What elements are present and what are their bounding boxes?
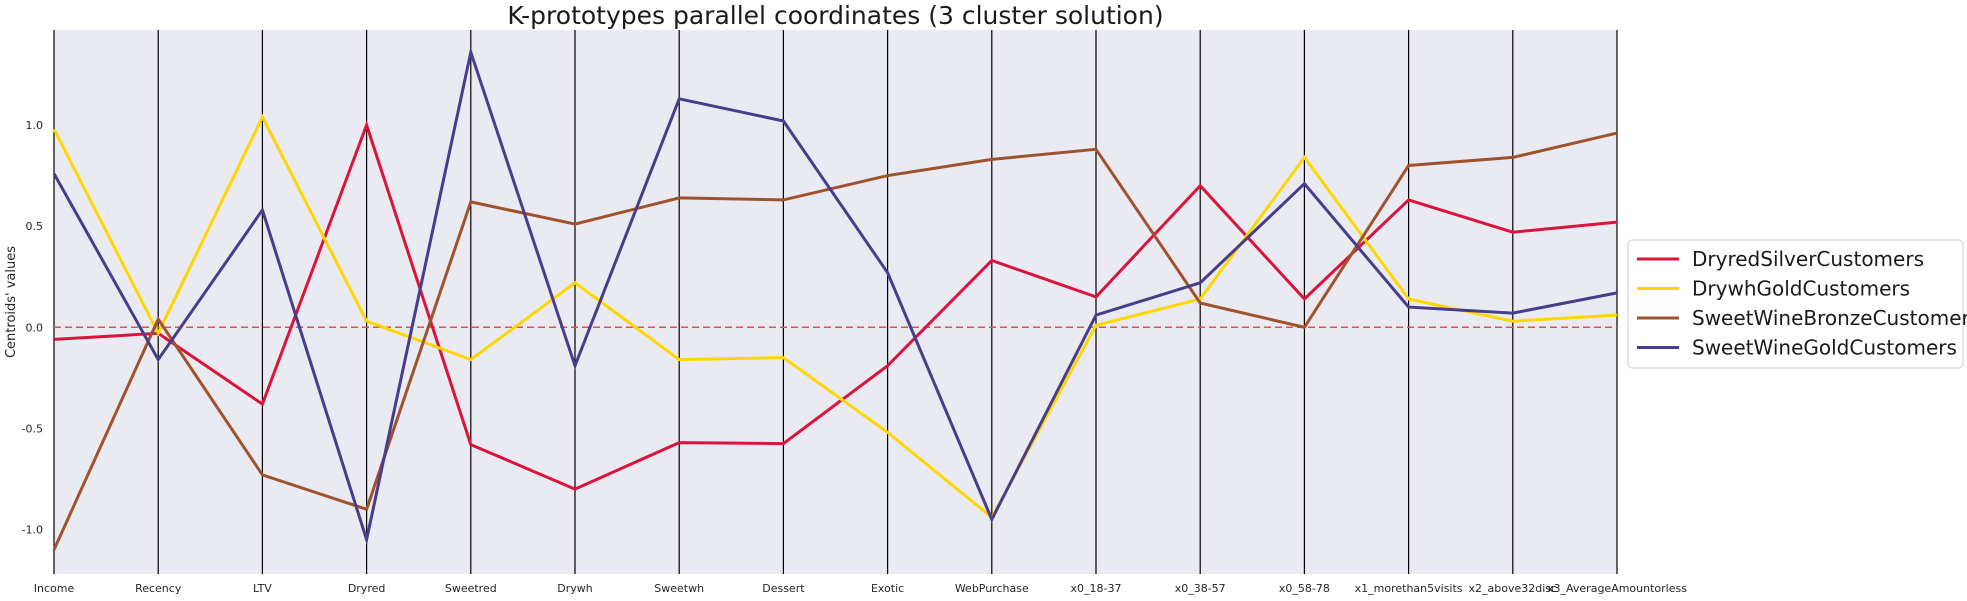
x-tick-label: x2_above32disc (1469, 582, 1558, 595)
x-tick-label: x1_morethan5visits (1355, 582, 1463, 595)
x-tick-label: Dessert (762, 582, 805, 595)
x-tick-label: Income (34, 582, 75, 595)
legend-label: DrywhGoldCustomers (1692, 277, 1910, 301)
x-tick-label: x0_38-57 (1175, 582, 1226, 595)
legend-label: DryredSilverCustomers (1692, 247, 1924, 271)
y-axis-label: Centroids' values (4, 246, 19, 358)
series-line-3 (52, 46, 1618, 546)
y-tick-label: -1.0 (22, 524, 43, 537)
y-tick-label: 0.0 (26, 321, 44, 334)
x-tick-label: Recency (135, 582, 182, 595)
axis-lines (53, 30, 1618, 574)
x-tick-label: x3_AverageAmountorless (1547, 582, 1687, 595)
chart-title: K-prototypes parallel coordinates (3 clu… (507, 1, 1163, 30)
x-tick-label: WebPurchase (955, 582, 1029, 595)
y-tick-label: -0.5 (22, 422, 43, 435)
legend-label: SweetWineGoldCustomers (1692, 336, 1957, 360)
legend-label: SweetWineBronzeCustomers (1692, 306, 1967, 330)
legend: DryredSilverCustomers DrywhGoldCustomers S… (1627, 239, 1967, 369)
series-line-0 (53, 120, 1618, 491)
x-tick-label: Dryred (348, 582, 386, 595)
y-tick-label: 0.5 (26, 220, 44, 233)
x-tick-label: Drywh (557, 582, 592, 595)
y-axis: -1.0 -0.5 0.0 0.5 1.0 (22, 119, 43, 536)
x-axis: Income Recency LTV Dryred Sweetred Drywh Sweet… (34, 582, 1687, 595)
x-tick-label: Exotic (871, 582, 904, 595)
x-tick-label: x0_58-78 (1279, 582, 1330, 595)
x-tick-label: LTV (253, 582, 272, 595)
x-tick-label: x0_18-37 (1071, 582, 1122, 595)
series-line-1 (52, 113, 1618, 520)
x-tick-label: Sweetred (445, 582, 497, 595)
legend-box (1627, 239, 1964, 369)
plot-area (54, 30, 1617, 574)
series-lines (52, 46, 1618, 551)
y-tick-label: 1.0 (26, 119, 44, 132)
x-tick-label: Sweetwh (654, 582, 704, 595)
